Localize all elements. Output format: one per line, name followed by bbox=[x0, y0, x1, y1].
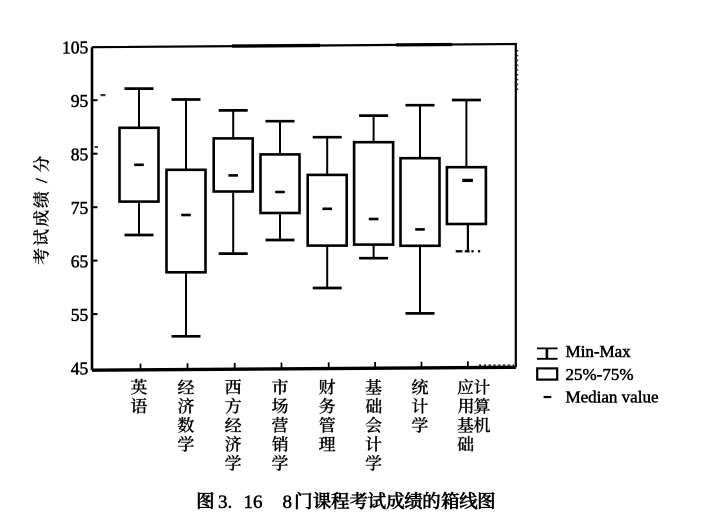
svg-text:8: 8 bbox=[283, 492, 293, 513]
svg-text:45: 45 bbox=[71, 358, 89, 378]
svg-text:Median value: Median value bbox=[566, 387, 659, 406]
svg-text:Min-Max: Min-Max bbox=[566, 342, 632, 361]
svg-text:95: 95 bbox=[71, 91, 89, 111]
svg-text:55: 55 bbox=[71, 305, 89, 325]
svg-text:105: 105 bbox=[62, 38, 89, 58]
svg-text:85: 85 bbox=[71, 145, 89, 165]
svg-text:/: / bbox=[32, 178, 51, 183]
svg-text:65: 65 bbox=[71, 251, 89, 271]
svg-text:16: 16 bbox=[244, 492, 263, 513]
svg-text:75: 75 bbox=[71, 198, 89, 218]
svg-text:25%-75%: 25%-75% bbox=[566, 365, 634, 384]
svg-text:3.: 3. bbox=[218, 492, 232, 513]
